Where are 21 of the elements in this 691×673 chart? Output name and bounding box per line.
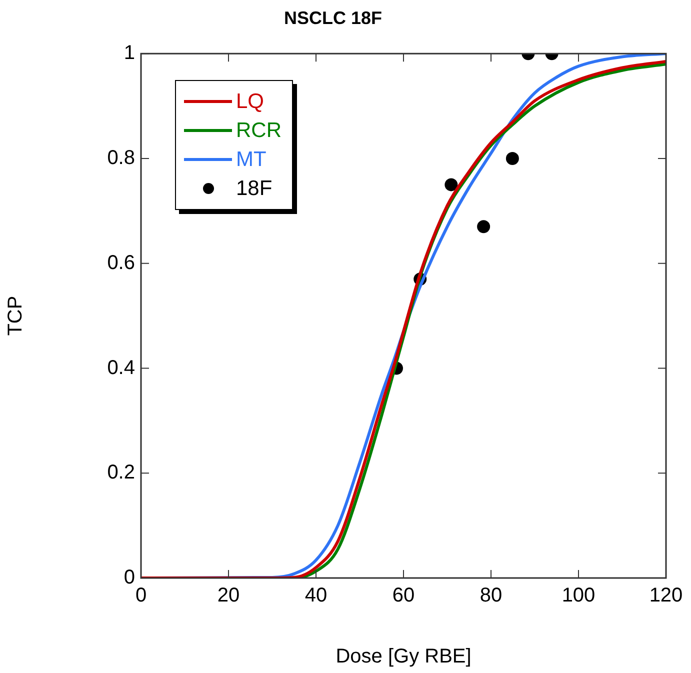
x-tick-label: 40 — [304, 584, 328, 607]
x-tick-label: 100 — [562, 584, 596, 607]
y-tick-label: 1 — [124, 42, 135, 64]
chart-title: NSCLC 18F — [284, 8, 382, 28]
x-tick-label: 60 — [392, 584, 415, 607]
y-axis-title: TCP — [4, 296, 27, 336]
y-tick-label: 0.6 — [107, 252, 135, 274]
legend-label: LQ — [236, 89, 264, 115]
y-tick-label: 0.2 — [107, 462, 135, 484]
y-tick-label: 0.8 — [107, 146, 135, 169]
legend-label: RCR — [236, 118, 282, 144]
legend-label: MT — [236, 147, 266, 173]
x-tick-label: 80 — [480, 584, 502, 607]
legend-label: 18F — [236, 176, 272, 202]
y-tick-label: 0 — [124, 566, 135, 589]
point — [444, 178, 458, 192]
x-axis-title: Dose [Gy RBE] — [336, 646, 472, 668]
x-tick-label: 120 — [649, 584, 683, 607]
y-tick-label: 0.4 — [107, 356, 135, 379]
point — [477, 220, 490, 234]
x-tick-label: 20 — [217, 584, 240, 607]
